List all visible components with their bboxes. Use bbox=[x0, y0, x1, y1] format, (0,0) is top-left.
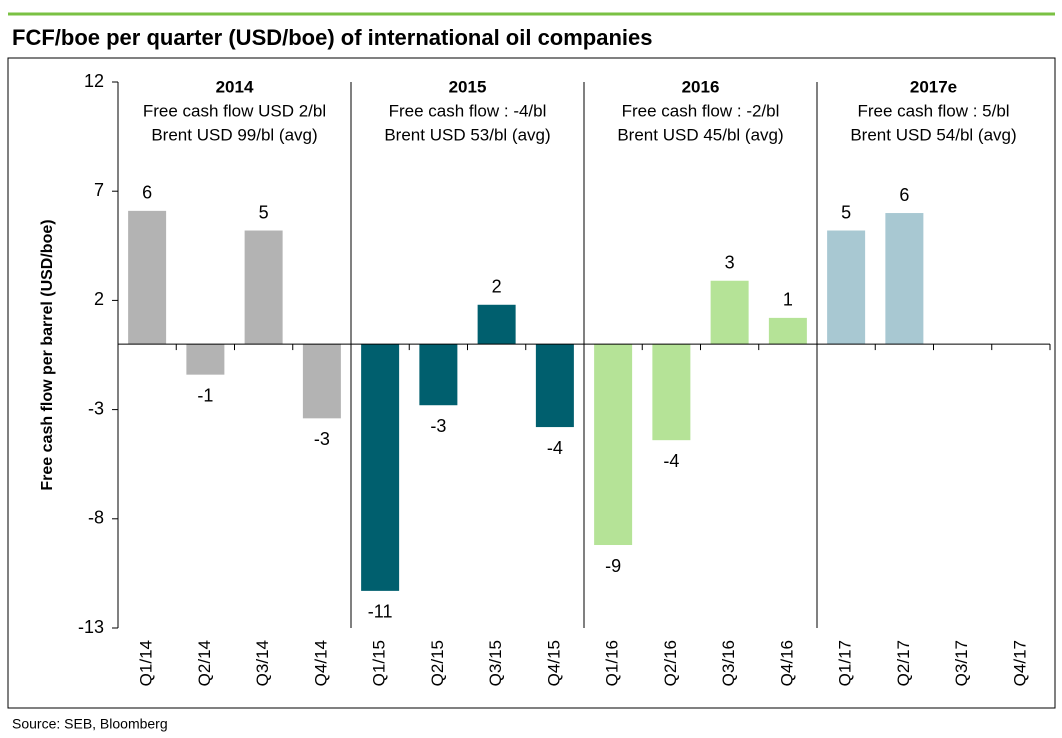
x-tick-label: Q4/17 bbox=[1010, 640, 1029, 686]
value-label: -4 bbox=[547, 438, 563, 458]
value-label: -3 bbox=[430, 416, 446, 436]
y-tick-label: -8 bbox=[88, 508, 104, 528]
bar bbox=[186, 344, 225, 375]
group-fcf: Free cash flow : -4/bl bbox=[389, 101, 547, 120]
value-label: -1 bbox=[197, 385, 213, 405]
group-year: 2015 bbox=[449, 77, 487, 96]
group-brent: Brent USD 54/bl (avg) bbox=[850, 125, 1016, 144]
x-tick-label: Q1/16 bbox=[603, 640, 622, 686]
value-label: 5 bbox=[841, 202, 851, 222]
x-tick-label: Q3/16 bbox=[719, 640, 738, 686]
bar bbox=[710, 280, 749, 345]
x-tick-label: Q3/17 bbox=[952, 640, 971, 686]
x-tick-label: Q3/15 bbox=[486, 640, 505, 686]
x-tick-label: Q2/17 bbox=[894, 640, 913, 686]
bar bbox=[652, 344, 691, 441]
y-tick-label: -3 bbox=[88, 398, 104, 418]
value-label: -9 bbox=[605, 556, 621, 576]
bar bbox=[477, 304, 516, 345]
x-tick-label: Q2/15 bbox=[428, 640, 447, 686]
frame bbox=[7, 57, 1056, 709]
bar bbox=[768, 317, 807, 345]
group-fcf: Free cash flow USD 2/bl bbox=[143, 101, 326, 120]
bar bbox=[128, 210, 167, 345]
group-brent: Brent USD 53/bl (avg) bbox=[384, 125, 550, 144]
x-tick-label: Q2/14 bbox=[195, 640, 214, 686]
value-label: -11 bbox=[368, 602, 393, 622]
group-year: 2017e bbox=[910, 77, 957, 96]
x-tick-label: Q1/17 bbox=[836, 640, 855, 686]
x-tick-label: Q2/16 bbox=[661, 640, 680, 686]
bar bbox=[244, 230, 283, 345]
group-year: 2014 bbox=[216, 77, 254, 96]
y-tick-label: 2 bbox=[94, 289, 104, 309]
x-tick-label: Q4/16 bbox=[777, 640, 796, 686]
y-tick-label: 7 bbox=[94, 180, 104, 200]
value-label: -4 bbox=[663, 451, 679, 471]
bar bbox=[419, 344, 458, 406]
x-tick-label: Q1/15 bbox=[370, 640, 389, 686]
group-brent: Brent USD 45/bl (avg) bbox=[617, 125, 783, 144]
bar bbox=[594, 344, 633, 546]
value-label: 6 bbox=[899, 185, 909, 205]
y-tick-label: -13 bbox=[78, 617, 104, 637]
x-tick-label: Q4/15 bbox=[544, 640, 563, 686]
value-label: 5 bbox=[259, 202, 269, 222]
bar bbox=[535, 344, 574, 428]
y-axis-label: Free cash flow per barrel (USD/boe) bbox=[39, 219, 56, 490]
y-tick-label: 12 bbox=[84, 71, 104, 91]
bar bbox=[885, 213, 924, 345]
bar bbox=[361, 344, 400, 591]
x-tick-label: Q4/14 bbox=[311, 640, 330, 686]
bar bbox=[827, 230, 866, 345]
x-tick-label: Q1/14 bbox=[137, 640, 156, 686]
value-label: 3 bbox=[725, 252, 735, 272]
group-fcf: Free cash flow : -2/bl bbox=[622, 101, 780, 120]
value-label: -3 bbox=[314, 429, 330, 449]
group-year: 2016 bbox=[682, 77, 720, 96]
chart-title: FCF/boe per quarter (USD/boe) of interna… bbox=[12, 25, 653, 50]
group-brent: Brent USD 99/bl (avg) bbox=[151, 125, 317, 144]
value-label: 6 bbox=[142, 183, 152, 203]
source: Source: SEB, Bloomberg bbox=[12, 716, 168, 732]
x-tick-label: Q3/14 bbox=[253, 640, 272, 686]
value-label: 1 bbox=[783, 290, 793, 310]
group-fcf: Free cash flow : 5/bl bbox=[857, 101, 1009, 120]
bar bbox=[302, 344, 341, 419]
value-label: 2 bbox=[492, 277, 502, 297]
